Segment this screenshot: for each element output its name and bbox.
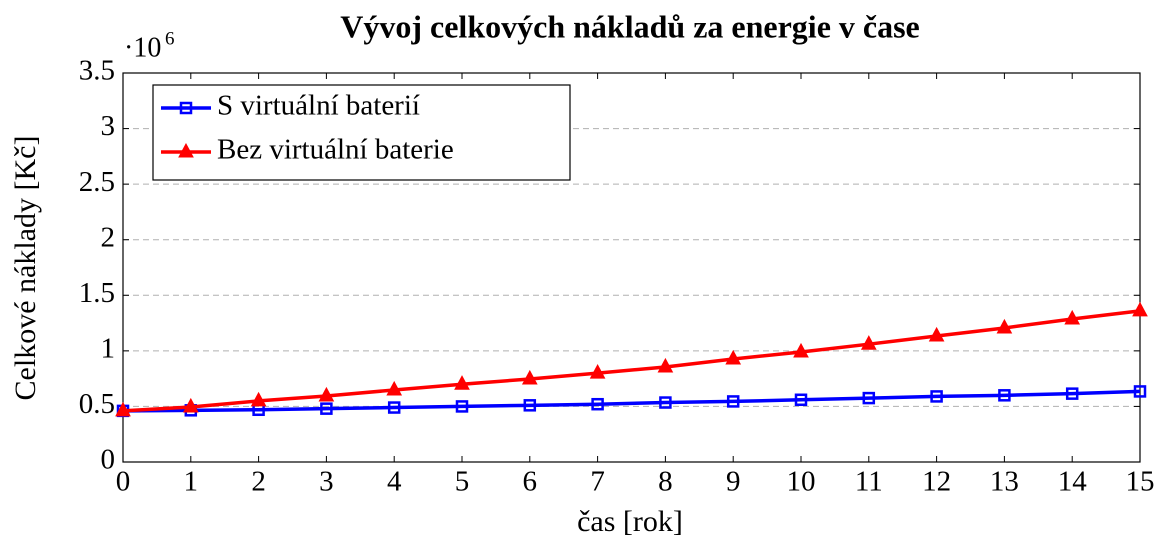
x-tick-label: 5	[455, 466, 470, 498]
data-point	[455, 400, 469, 413]
data-point	[862, 391, 876, 405]
y-scale-label: ·10	[124, 32, 161, 63]
data-point	[1133, 385, 1147, 398]
x-tick-label: 8	[658, 466, 673, 498]
legend-box	[152, 84, 571, 181]
data-point	[250, 391, 267, 407]
data-point	[182, 397, 199, 413]
data-point	[386, 380, 403, 396]
y-tick-label: 2.5	[79, 166, 115, 198]
x-tick-label: 13	[990, 466, 1019, 498]
data-point	[521, 369, 538, 385]
data-point	[523, 399, 537, 412]
data-point	[454, 375, 470, 390]
x-tick-label: 3	[319, 466, 334, 498]
legend-marker	[179, 101, 193, 115]
chart-title: Vývoj celkových nákladů za energie v čas…	[340, 8, 920, 44]
plot-frame	[122, 72, 1141, 463]
data-point	[793, 342, 809, 358]
data-point	[589, 364, 606, 379]
y-tick-label: 3	[101, 110, 116, 142]
data-point	[725, 349, 742, 365]
data-point	[320, 402, 333, 415]
data-point	[860, 335, 877, 350]
y-scale-exponent: 6	[165, 28, 175, 49]
data-point	[794, 393, 808, 407]
x-axis-label: čas [rok]	[577, 505, 683, 538]
x-tick-label: 12	[922, 466, 951, 498]
y-tick-label: 1	[101, 333, 116, 365]
x-tick-label: 10	[787, 466, 816, 498]
series-line	[122, 309, 1141, 413]
x-tick-label: 7	[590, 466, 605, 498]
legend-label: S virtuální baterií	[217, 90, 420, 122]
data-point	[387, 401, 401, 414]
series-line	[122, 389, 1141, 413]
y-tick-label: 1.5	[79, 277, 115, 309]
data-point	[1065, 387, 1079, 400]
y-tick-label: 3.5	[79, 55, 115, 87]
data-point	[1064, 309, 1081, 325]
data-point	[657, 357, 674, 373]
x-tick-label: 11	[855, 466, 883, 498]
x-tick-label: 1	[184, 466, 199, 498]
data-point	[928, 326, 945, 342]
x-tick-label: 0	[116, 466, 131, 498]
y-tick-label: 0	[101, 444, 116, 476]
data-point	[996, 318, 1013, 334]
data-point	[1132, 301, 1148, 317]
data-point	[659, 396, 672, 409]
y-tick-label: 0.5	[79, 388, 115, 420]
data-point	[115, 401, 131, 417]
x-tick-label: 15	[1126, 466, 1155, 498]
x-tick-label: 14	[1058, 466, 1088, 498]
data-point	[726, 395, 740, 408]
y-tick-label: 2	[101, 221, 116, 253]
data-point	[591, 397, 604, 411]
y-axis-label: Celkové náklady [Kč]	[9, 136, 42, 401]
x-tick-label: 4	[387, 466, 402, 498]
legend-marker	[178, 142, 194, 158]
x-tick-label: 2	[251, 466, 266, 498]
legend-label: Bez virtuální baterie	[217, 134, 454, 166]
x-tick-label: 6	[523, 466, 538, 498]
data-point	[930, 390, 943, 403]
data-point	[998, 389, 1011, 402]
data-point	[318, 386, 335, 402]
x-tick-label: 9	[726, 466, 741, 498]
